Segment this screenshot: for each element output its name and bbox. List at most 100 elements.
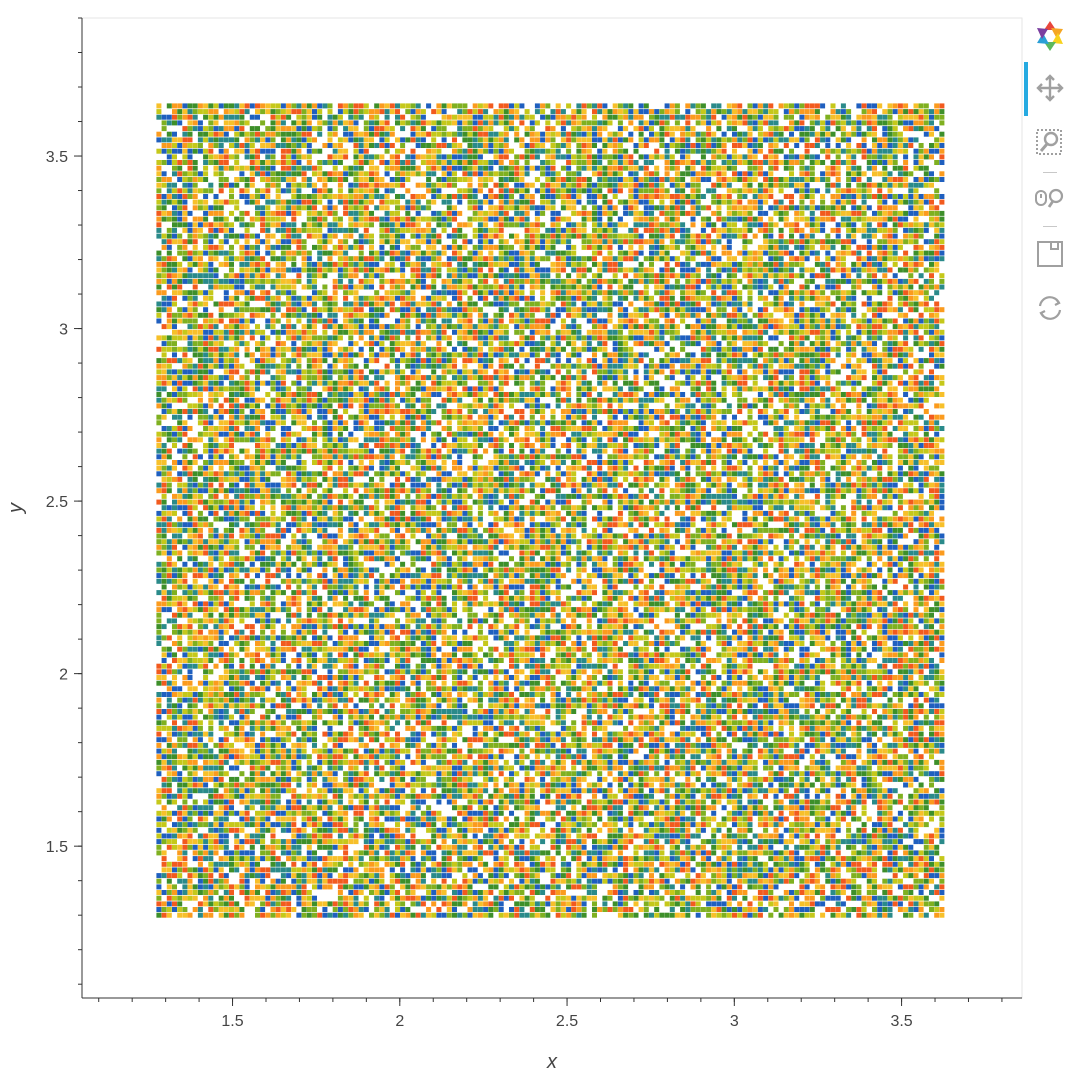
data-point	[534, 867, 540, 873]
data-point	[732, 754, 737, 760]
data-point	[747, 839, 753, 845]
data-point	[597, 907, 603, 912]
data-point	[830, 861, 836, 867]
data-point	[249, 742, 255, 748]
data-point	[737, 697, 743, 703]
data-point	[674, 754, 680, 760]
data-point	[415, 901, 421, 907]
data-point	[550, 731, 556, 737]
data-point	[726, 692, 732, 697]
data-point	[617, 754, 623, 760]
data-point	[519, 884, 525, 890]
data-point	[395, 844, 400, 850]
data-point	[840, 771, 846, 777]
data-point	[431, 788, 437, 794]
data-point	[908, 776, 914, 782]
data-point	[172, 810, 177, 816]
data-point	[374, 754, 380, 760]
data-point	[659, 878, 665, 884]
data-point	[477, 810, 483, 816]
data-point	[566, 901, 572, 907]
data-point	[503, 692, 509, 697]
data-point	[213, 771, 219, 777]
data-point	[348, 827, 354, 833]
data-point	[747, 709, 753, 714]
data-point	[488, 907, 494, 912]
data-point	[177, 816, 183, 822]
data-point	[446, 686, 452, 692]
data-point	[529, 844, 535, 850]
data-point	[395, 810, 400, 816]
data-point	[939, 709, 945, 714]
data-point	[861, 867, 867, 873]
data-point	[452, 703, 457, 709]
data-point	[716, 686, 722, 692]
data-point	[742, 771, 748, 777]
data-point	[835, 754, 841, 760]
data-point	[426, 754, 432, 760]
data-point	[690, 748, 696, 754]
data-point	[742, 850, 748, 856]
data-point	[887, 765, 893, 771]
data-point	[571, 839, 577, 845]
data-point	[379, 703, 385, 709]
data-point	[716, 748, 722, 754]
data-point	[514, 799, 520, 805]
data-point	[576, 907, 582, 912]
data-point	[519, 895, 525, 901]
data-point	[732, 692, 737, 697]
data-point	[265, 742, 271, 748]
data-point	[814, 737, 820, 743]
data-point	[182, 822, 188, 828]
data-point	[343, 686, 349, 692]
data-point	[472, 810, 478, 816]
data-point	[472, 725, 478, 731]
data-point	[379, 771, 385, 777]
data-point	[182, 709, 188, 714]
data-point	[529, 765, 535, 771]
data-point	[182, 805, 188, 811]
data-point	[192, 788, 198, 794]
data-point	[540, 867, 546, 873]
data-point	[638, 742, 644, 748]
data-point	[923, 856, 929, 862]
data-point	[275, 895, 281, 901]
data-point	[187, 686, 193, 692]
data-point	[270, 748, 276, 754]
data-point	[431, 692, 437, 697]
data-point	[363, 833, 369, 839]
data-point	[369, 776, 374, 782]
data-point	[358, 754, 364, 760]
data-point	[778, 742, 784, 748]
data-point	[680, 890, 686, 895]
data-point	[814, 822, 820, 828]
data-point	[369, 731, 374, 737]
data-point	[913, 822, 919, 828]
data-point	[374, 759, 380, 765]
data-point	[197, 725, 203, 731]
data-point	[172, 839, 177, 845]
data-point	[664, 884, 670, 890]
data-point	[669, 861, 675, 867]
data-point	[223, 839, 229, 845]
data-point	[218, 748, 224, 754]
data-point	[923, 895, 929, 901]
data-point	[457, 731, 463, 737]
data-point	[452, 799, 457, 805]
data-point	[732, 709, 737, 714]
data-point	[524, 799, 530, 805]
data-point	[664, 720, 670, 726]
data-point	[503, 861, 509, 867]
data-point	[498, 697, 504, 703]
data-point	[431, 771, 437, 777]
data-point	[877, 844, 883, 850]
data-point	[695, 884, 701, 890]
data-point	[400, 776, 406, 782]
data-point	[389, 754, 395, 760]
data-point	[581, 850, 587, 856]
data-point	[804, 856, 810, 862]
data-point	[711, 805, 717, 811]
data-point	[674, 844, 680, 850]
data-point	[534, 884, 540, 890]
